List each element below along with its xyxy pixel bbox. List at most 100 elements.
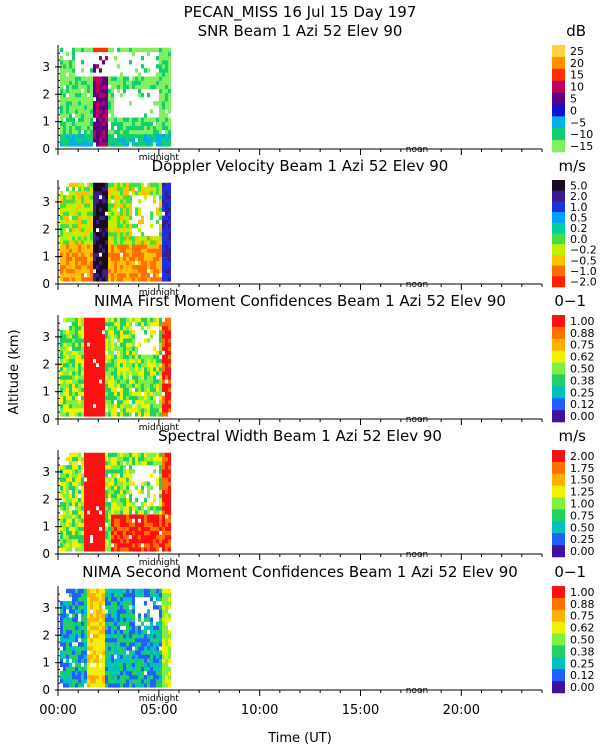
heatmap-cell xyxy=(111,207,114,212)
heatmap-cell xyxy=(66,244,69,249)
colorbar-label: 1.50 xyxy=(570,474,595,487)
heatmap-cell xyxy=(108,367,111,372)
heatmap-cell xyxy=(63,403,66,409)
heatmap-cell xyxy=(117,609,120,614)
heatmap-cell xyxy=(81,68,84,73)
heatmap-cell xyxy=(72,387,75,392)
heatmap-cell xyxy=(111,650,114,655)
heatmap-cell xyxy=(84,493,87,499)
heatmap-cell xyxy=(159,510,162,515)
heatmap-cell xyxy=(138,248,141,253)
heatmap-cell xyxy=(99,125,102,131)
heatmap-cell xyxy=(63,80,66,85)
heatmap-cell xyxy=(111,460,114,466)
heatmap-cell xyxy=(138,613,141,618)
heatmap-cell xyxy=(93,408,96,413)
heatmap-cell xyxy=(99,403,102,409)
heatmap-cell xyxy=(72,186,75,192)
heatmap-cell xyxy=(141,325,144,331)
heatmap-cell xyxy=(123,526,126,532)
heatmap-cell xyxy=(66,456,69,462)
heatmap-cell xyxy=(114,497,117,503)
heatmap-cell xyxy=(108,650,111,655)
heatmap-cell xyxy=(108,346,111,351)
heatmap-cell xyxy=(138,526,141,532)
heatmap-cell xyxy=(129,47,132,53)
heatmap-cell xyxy=(165,654,168,659)
heatmap-cell xyxy=(132,596,135,602)
heatmap-cell xyxy=(159,683,162,688)
heatmap-cell xyxy=(135,530,138,536)
heatmap-cell xyxy=(138,133,141,139)
heatmap-cell xyxy=(66,219,69,225)
heatmap-cell xyxy=(96,625,99,631)
heatmap-cell xyxy=(105,387,108,392)
heatmap-cell xyxy=(78,642,81,647)
heatmap-cell xyxy=(102,399,105,405)
heatmap-cell xyxy=(120,609,123,614)
heatmap-cell xyxy=(117,129,120,135)
heatmap-cell xyxy=(120,207,123,212)
heatmap-cell xyxy=(132,674,135,680)
heatmap-cell xyxy=(66,662,69,668)
heatmap-cell xyxy=(144,534,147,540)
heatmap-cell xyxy=(141,481,144,486)
heatmap-cell xyxy=(150,117,153,122)
heatmap-cell xyxy=(108,514,111,519)
heatmap-cell xyxy=(102,588,105,594)
heatmap-cell xyxy=(69,80,72,85)
heatmap-cell xyxy=(108,506,111,511)
heatmap-cell xyxy=(165,670,168,676)
heatmap-cell xyxy=(69,412,72,417)
heatmap-cell xyxy=(159,666,162,672)
heatmap-cell xyxy=(141,670,144,676)
heatmap-cell xyxy=(69,629,72,635)
heatmap-cell xyxy=(69,399,72,405)
heatmap-cell xyxy=(150,518,153,523)
heatmap-cell xyxy=(132,662,135,668)
heatmap-cell xyxy=(69,547,72,552)
heatmap-cell xyxy=(72,342,75,347)
heatmap-cell xyxy=(87,76,90,81)
heatmap-cell xyxy=(168,350,171,355)
heatmap-cell xyxy=(147,138,150,143)
heatmap-cell xyxy=(99,489,102,495)
heatmap-cell xyxy=(120,534,123,540)
heatmap-cell xyxy=(108,543,111,548)
heatmap-cell xyxy=(114,264,117,270)
heatmap-cell xyxy=(162,547,165,552)
heatmap-cell xyxy=(129,236,132,241)
heatmap-cell xyxy=(129,489,132,495)
colorbar-swatch xyxy=(552,140,565,153)
heatmap-cell xyxy=(93,473,96,478)
heatmap-cell xyxy=(105,88,108,94)
heatmap-cell xyxy=(69,522,72,527)
heatmap-cell xyxy=(147,534,150,540)
heatmap-cell xyxy=(162,629,165,635)
heatmap-cell xyxy=(93,526,96,532)
heatmap-cell xyxy=(147,547,150,552)
heatmap-cell xyxy=(111,666,114,672)
heatmap-cell xyxy=(114,408,117,413)
heatmap-cell xyxy=(165,334,168,339)
heatmap-cell xyxy=(147,485,150,490)
heatmap-cell xyxy=(126,629,129,635)
heatmap-cell xyxy=(105,592,108,598)
heatmap-cell xyxy=(78,489,81,495)
heatmap-cell xyxy=(150,592,153,598)
heatmap-cell xyxy=(90,526,93,532)
heatmap-cell xyxy=(72,84,75,90)
heatmap-cell xyxy=(111,186,114,192)
heatmap-cell xyxy=(135,211,138,216)
heatmap-cell xyxy=(114,485,117,490)
heatmap-cell xyxy=(144,514,147,519)
heatmap-cell xyxy=(72,383,75,388)
heatmap-cell xyxy=(147,121,150,127)
heatmap-cell xyxy=(141,268,144,274)
heatmap-cell xyxy=(129,117,132,122)
heatmap-cell xyxy=(69,666,72,672)
heatmap-cell xyxy=(156,654,159,659)
heatmap-cell xyxy=(135,121,138,127)
heatmap-cell xyxy=(114,199,117,204)
heatmap-cell xyxy=(72,367,75,372)
